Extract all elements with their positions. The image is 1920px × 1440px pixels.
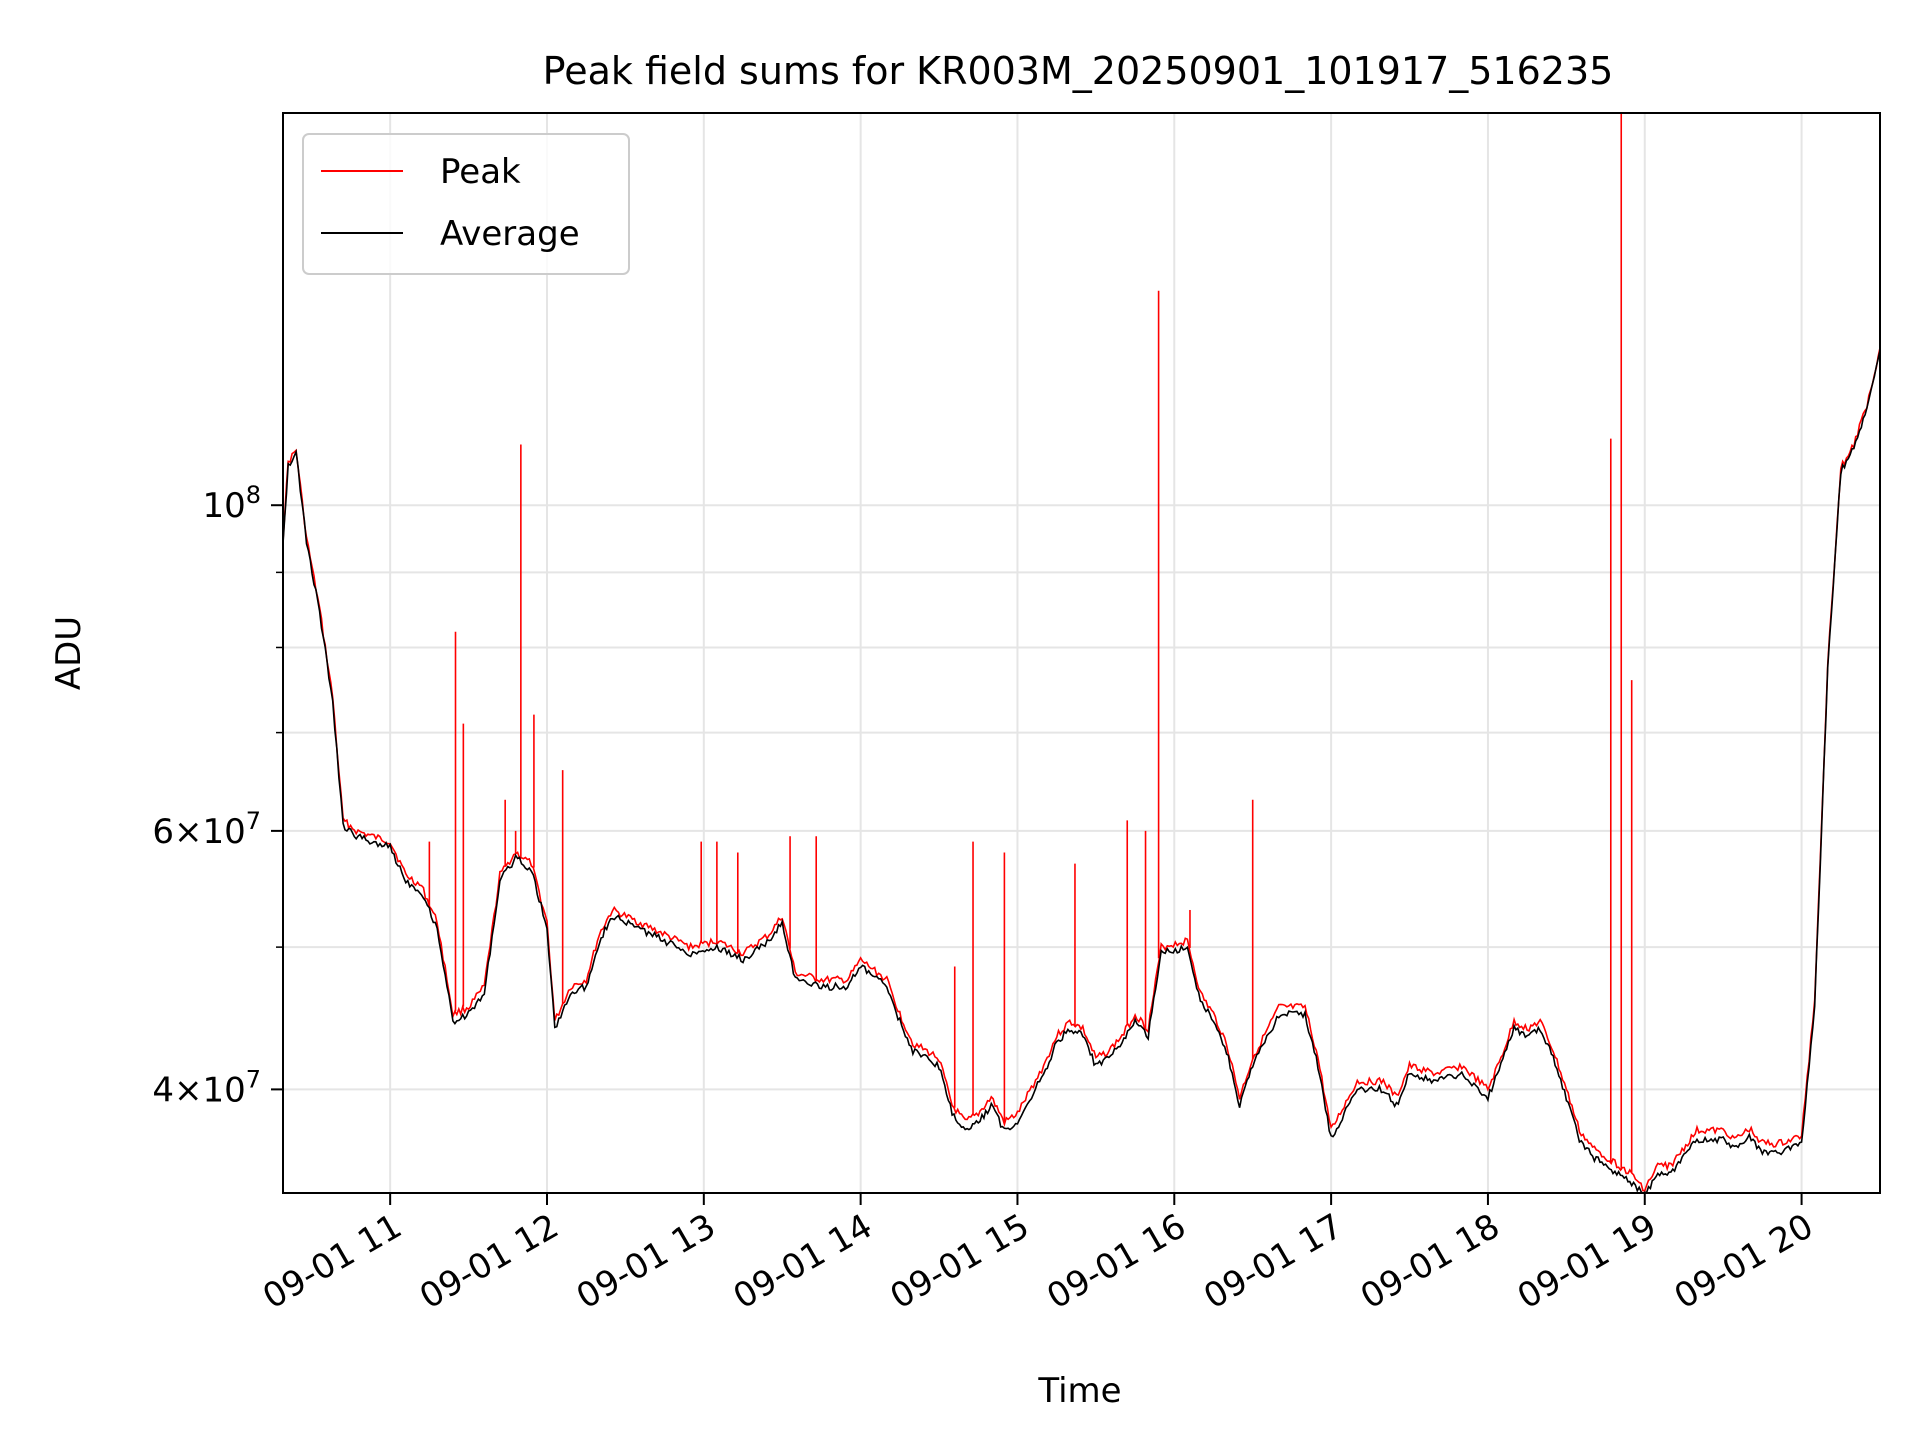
y-axis-label: ADU [49, 616, 89, 690]
legend-box [302, 133, 630, 275]
y-tick-label: 108 [202, 481, 261, 526]
series-line-average [283, 350, 1880, 1193]
x-axis-label: Time [1037, 1371, 1121, 1411]
legend-average-label: Average [440, 214, 580, 254]
legend: Peak Average [302, 133, 630, 275]
series-lines [283, 113, 1880, 1193]
grid [283, 113, 1880, 1193]
y-axis-ticks: 4×107 6×107 108 [152, 481, 283, 1110]
legend-peak-label: Peak [440, 152, 521, 192]
plot-area-frame [282, 112, 1881, 1194]
y-tick-label: 6×107 [152, 807, 261, 852]
chart-title: Peak field sums for KR003M_20250901_1019… [543, 49, 1614, 93]
y-tick-label: 4×107 [152, 1065, 261, 1110]
